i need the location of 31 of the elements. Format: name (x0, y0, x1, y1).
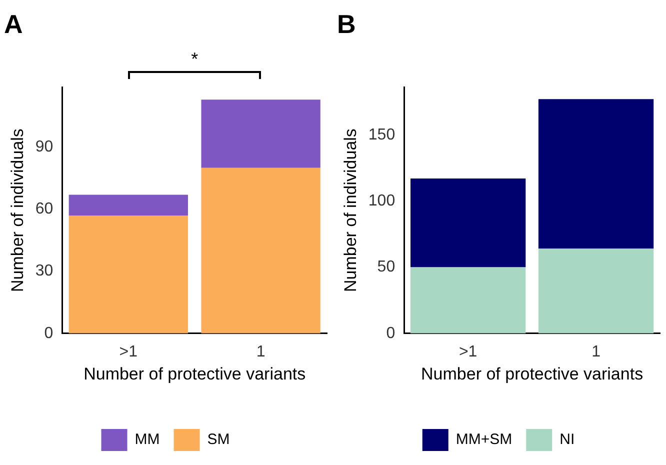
bar (201, 100, 320, 168)
legend-label: NI (560, 431, 575, 448)
y-tick-label: 100 (368, 192, 396, 210)
y-tick-label: 150 (368, 126, 396, 144)
bar (410, 178, 526, 268)
y-axis-title: Number of individuals (8, 128, 27, 292)
legend-label: MM (134, 431, 160, 448)
bar (201, 168, 320, 334)
legend-label: MM+SM (456, 431, 512, 448)
y-tick-label: 0 (386, 324, 396, 342)
x-tick-label: >1 (458, 343, 478, 360)
y-tick-label: 60 (35, 200, 54, 218)
y-tick-label: 0 (44, 324, 54, 342)
y-tick-label: 50 (377, 258, 396, 276)
y-tick-label: 30 (35, 262, 54, 280)
chart-title: A (4, 8, 23, 39)
bar (538, 248, 654, 334)
text: * (191, 49, 198, 70)
x-tick-label: 1 (256, 343, 266, 360)
bar (68, 215, 188, 334)
y-axis-title: Number of individuals (340, 128, 360, 292)
x-tick-label: 1 (592, 343, 601, 360)
x-tick-label: >1 (119, 343, 138, 360)
bar (68, 194, 188, 216)
x-axis-title: Number of protective variants (421, 364, 644, 384)
x-axis-title: Number of protective variants (84, 364, 306, 384)
bar (410, 267, 526, 334)
legend-label: SM (207, 431, 230, 448)
y-tick-label: 90 (35, 138, 54, 156)
bar (538, 99, 654, 249)
chart-title: B (337, 8, 356, 39)
